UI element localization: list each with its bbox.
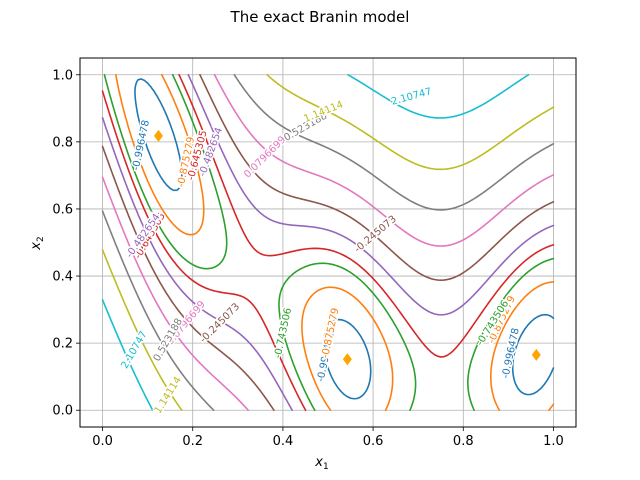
y-axis-label: x2 bbox=[29, 236, 46, 250]
chart-title: The exact Branin model bbox=[230, 8, 410, 26]
x-tick-label: 1.0 bbox=[543, 434, 564, 449]
x-axis-ticks: 0.0 0.2 0.4 0.6 0.8 1.0 bbox=[92, 427, 564, 449]
contour-line bbox=[101, 73, 555, 412]
contour-line bbox=[101, 73, 555, 412]
minimum-marker bbox=[153, 129, 163, 142]
x-tick-label: 0.0 bbox=[92, 434, 113, 449]
y-tick-label: 0.8 bbox=[52, 135, 73, 150]
contour-line bbox=[103, 73, 555, 412]
contour-line bbox=[101, 73, 555, 412]
contour-line bbox=[134, 78, 555, 400]
x-tick-label: 0.4 bbox=[273, 434, 294, 449]
y-tick-label: 0.6 bbox=[52, 202, 73, 217]
plot-frame bbox=[79, 57, 577, 428]
y-tick-label: 0.2 bbox=[52, 337, 73, 352]
minimum-marker bbox=[531, 348, 541, 361]
y-axis-label-subscript: 2 bbox=[36, 236, 46, 242]
y-axis-label-main: x bbox=[29, 242, 44, 251]
contour-line bbox=[101, 73, 530, 412]
contour-line bbox=[101, 73, 555, 412]
contour-line bbox=[101, 73, 555, 412]
y-tick-label: 0.4 bbox=[52, 270, 73, 285]
contour-lines bbox=[101, 73, 555, 412]
y-tick-label: 1.0 bbox=[52, 68, 73, 83]
x-axis-label: x1 bbox=[314, 455, 328, 472]
x-tick-label: 0.6 bbox=[363, 434, 384, 449]
grid-lines bbox=[80, 58, 576, 427]
x-axis-label-main: x bbox=[314, 455, 323, 470]
minima-markers bbox=[153, 129, 541, 366]
x-tick-label: 0.8 bbox=[453, 434, 474, 449]
y-axis-ticks: 0.0 0.2 0.4 0.6 0.8 1.0 bbox=[52, 68, 80, 419]
contour-line bbox=[101, 73, 555, 412]
contour-line bbox=[115, 73, 555, 412]
x-axis-label-subscript: 1 bbox=[323, 462, 329, 472]
minimum-marker bbox=[342, 353, 352, 366]
x-tick-label: 0.2 bbox=[182, 434, 203, 449]
y-tick-label: 0.0 bbox=[52, 404, 73, 419]
